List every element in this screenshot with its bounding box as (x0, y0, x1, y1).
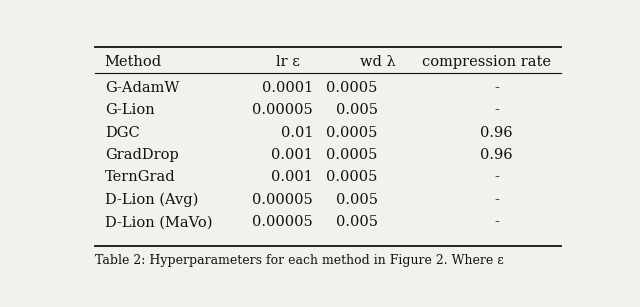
Text: 0.001: 0.001 (271, 148, 313, 162)
Text: GradDrop: GradDrop (105, 148, 179, 162)
Text: 0.0005: 0.0005 (326, 148, 378, 162)
Text: -: - (494, 170, 499, 185)
Text: wd λ: wd λ (360, 55, 396, 69)
Text: Table 2: Hyperparameters for each method in Figure 2. Where ε: Table 2: Hyperparameters for each method… (95, 254, 504, 267)
Text: TernGrad: TernGrad (105, 170, 175, 185)
Text: -: - (494, 103, 499, 117)
Text: -: - (494, 193, 499, 207)
Text: 0.96: 0.96 (481, 126, 513, 140)
Text: 0.00005: 0.00005 (252, 103, 313, 117)
Text: 0.01: 0.01 (280, 126, 313, 140)
Text: 0.005: 0.005 (335, 193, 378, 207)
Text: 0.001: 0.001 (271, 170, 313, 185)
Text: 0.00005: 0.00005 (252, 216, 313, 229)
Text: 0.96: 0.96 (481, 148, 513, 162)
Text: D-Lion (Avg): D-Lion (Avg) (105, 193, 198, 207)
Text: 0.0001: 0.0001 (262, 81, 313, 95)
Text: Method: Method (105, 55, 162, 69)
Text: G-Lion: G-Lion (105, 103, 154, 117)
Text: 0.0005: 0.0005 (326, 81, 378, 95)
Text: -: - (494, 81, 499, 95)
Text: 0.0005: 0.0005 (326, 170, 378, 185)
Text: G-AdamW: G-AdamW (105, 81, 179, 95)
Text: compression rate: compression rate (422, 55, 551, 69)
Text: 0.005: 0.005 (335, 216, 378, 229)
Text: 0.00005: 0.00005 (252, 193, 313, 207)
Text: lr ε: lr ε (276, 55, 300, 69)
Text: 0.005: 0.005 (335, 103, 378, 117)
Text: -: - (494, 216, 499, 229)
Text: DGC: DGC (105, 126, 140, 140)
Text: 0.0005: 0.0005 (326, 126, 378, 140)
Text: D-Lion (MaVo): D-Lion (MaVo) (105, 216, 212, 229)
